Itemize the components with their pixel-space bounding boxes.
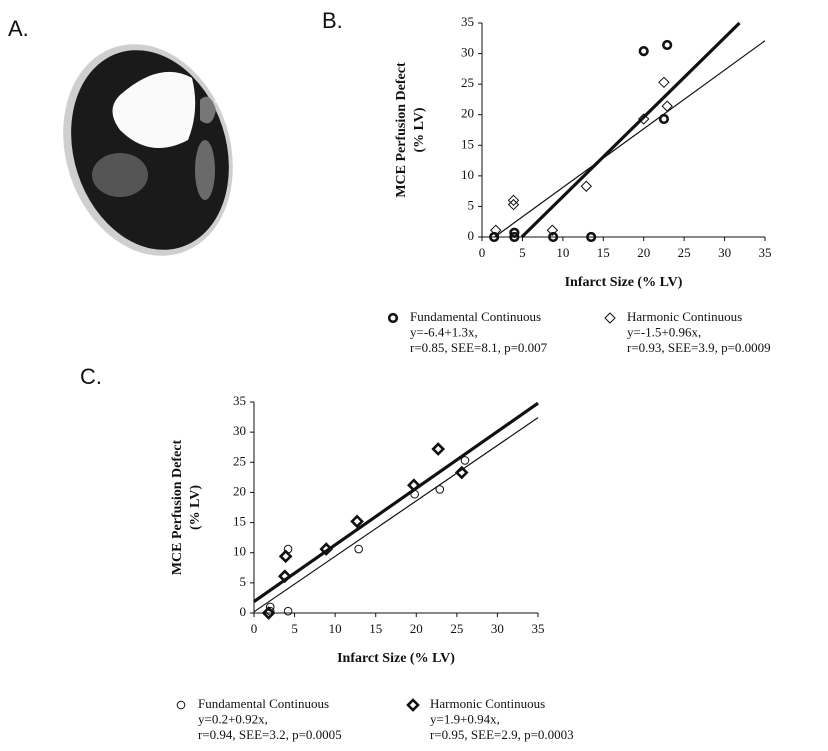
x-tick-label: 35 bbox=[532, 621, 545, 636]
legend-stats: y=-1.5+0.96x, bbox=[627, 324, 701, 339]
point bbox=[580, 180, 593, 192]
point bbox=[278, 549, 293, 564]
point bbox=[507, 198, 520, 211]
y-tick-label: 35 bbox=[461, 14, 474, 29]
y-tick-label: 15 bbox=[233, 514, 246, 529]
panel-label: C. bbox=[80, 364, 102, 389]
point bbox=[586, 231, 597, 243]
point bbox=[658, 113, 670, 125]
point bbox=[277, 569, 292, 584]
legend-label: Fundamental Continuous bbox=[410, 309, 541, 324]
fit-line bbox=[520, 21, 741, 239]
legend-marker bbox=[604, 312, 616, 324]
x-tick-label: 0 bbox=[251, 621, 258, 636]
point bbox=[350, 514, 364, 529]
panel-label: A. bbox=[8, 16, 29, 41]
x-tick-label: 15 bbox=[597, 245, 610, 260]
fit-line bbox=[253, 417, 539, 613]
x-tick-label: 10 bbox=[556, 245, 569, 260]
point bbox=[638, 46, 649, 57]
y-tick-label: 30 bbox=[461, 45, 474, 60]
point bbox=[548, 231, 559, 243]
heart-photo bbox=[63, 44, 271, 256]
y-tick-label: 0 bbox=[468, 228, 475, 243]
x-tick-label: 5 bbox=[519, 245, 526, 260]
point bbox=[638, 113, 650, 125]
point bbox=[407, 478, 421, 493]
point bbox=[435, 485, 445, 494]
point bbox=[658, 76, 670, 89]
y-tick-label: 25 bbox=[461, 75, 474, 90]
point bbox=[507, 194, 520, 207]
y-axis-label: MCE Perfusion Defect bbox=[394, 62, 409, 198]
legend-marker bbox=[387, 312, 399, 324]
y-tick-label: 10 bbox=[233, 544, 246, 559]
legend-label: Harmonic Continuous bbox=[627, 309, 742, 324]
y-tick-label: 30 bbox=[233, 423, 246, 438]
point bbox=[460, 456, 470, 465]
point bbox=[283, 606, 293, 616]
legend-label: Fundamental Continuous bbox=[198, 696, 329, 711]
y-axis-label: (% LV) bbox=[188, 485, 203, 530]
point bbox=[546, 224, 559, 236]
point bbox=[354, 544, 363, 554]
y-tick-label: 10 bbox=[461, 167, 474, 182]
x-axis-label: Infarct Size (% LV) bbox=[337, 651, 455, 666]
x-tick-label: 15 bbox=[369, 621, 382, 636]
x-tick-label: 20 bbox=[410, 621, 423, 636]
y-axis-label: MCE Perfusion Defect bbox=[170, 440, 185, 576]
legend-stats: r=0.93, SEE=3.9, p=0.0009 bbox=[627, 340, 771, 355]
y-tick-label: 15 bbox=[461, 136, 474, 151]
legend-stats: r=0.85, SEE=8.1, p=0.007 bbox=[410, 340, 548, 355]
y-tick-label: 5 bbox=[468, 197, 475, 212]
legend-stats: r=0.95, SEE=2.9, p=0.0003 bbox=[430, 727, 574, 742]
y-tick-label: 20 bbox=[461, 106, 474, 121]
y-tick-label: 20 bbox=[233, 483, 246, 498]
point bbox=[261, 606, 276, 620]
y-tick-label: 25 bbox=[233, 453, 246, 468]
panel-label: B. bbox=[322, 8, 343, 33]
point bbox=[319, 542, 334, 556]
x-tick-label: 20 bbox=[637, 245, 650, 260]
legend-stats: y=0.2+0.92x, bbox=[198, 711, 268, 726]
x-tick-label: 30 bbox=[718, 245, 731, 260]
legend-marker bbox=[176, 700, 186, 710]
y-tick-label: 35 bbox=[233, 393, 246, 408]
x-tick-label: 5 bbox=[291, 621, 298, 636]
y-tick-label: 5 bbox=[240, 574, 247, 589]
y-tick-label: 0 bbox=[240, 604, 247, 619]
x-tick-label: 35 bbox=[759, 245, 772, 260]
point bbox=[661, 100, 673, 112]
x-tick-label: 25 bbox=[450, 621, 463, 636]
y-axis-label: (% LV) bbox=[412, 107, 427, 152]
x-tick-label: 0 bbox=[479, 245, 486, 260]
legend-stats: r=0.94, SEE=3.2, p=0.0005 bbox=[198, 727, 342, 742]
point bbox=[509, 231, 520, 243]
point bbox=[490, 224, 502, 236]
x-axis-label: Infarct Size (% LV) bbox=[565, 275, 683, 290]
point bbox=[454, 465, 469, 480]
legend-stats: y=-6.4+1.3x, bbox=[410, 324, 478, 339]
point bbox=[431, 442, 446, 456]
x-tick-label: 25 bbox=[678, 245, 691, 260]
legend-marker bbox=[406, 698, 420, 712]
x-tick-label: 10 bbox=[329, 621, 342, 636]
legend-label: Harmonic Continuous bbox=[430, 696, 545, 711]
fit-line bbox=[253, 401, 539, 603]
point bbox=[662, 39, 673, 51]
legend-stats: y=1.9+0.94x, bbox=[430, 711, 500, 726]
x-tick-label: 30 bbox=[491, 621, 504, 636]
point bbox=[509, 227, 520, 238]
fit-line bbox=[494, 40, 766, 238]
